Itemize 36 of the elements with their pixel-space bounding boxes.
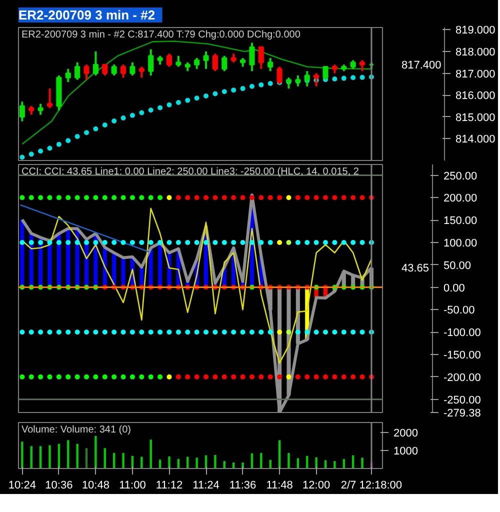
y-tick-label: -100.00 [444, 327, 481, 340]
x-tick-label: 10:36 [45, 480, 73, 492]
y-tick-label: 818.000 [456, 46, 496, 58]
y-tick-label: 200.00 [444, 192, 478, 205]
y-tick-label: 814.000 [456, 134, 496, 146]
y-tick-label: 250.00 [444, 170, 478, 182]
x-tick-label: 11:24 [192, 480, 220, 492]
x-tick-label: 11:48 [266, 480, 293, 492]
y-tick-label: -279.38 [444, 408, 481, 420]
x-tick-label: 11:36 [229, 480, 256, 492]
x-tick-label: 12:00 [302, 480, 330, 492]
y-tick-label: 1000 [394, 445, 418, 458]
x-tick-label: 11:00 [119, 480, 146, 492]
annotation: 43.65 [402, 262, 430, 275]
y-tick-label: 819.000 [456, 24, 496, 37]
chart-title: ER2-200709 3 min - #2 [18, 8, 156, 22]
annotation: Volume: Volume: 341 (0) [22, 424, 132, 436]
y-tick-label: -250.00 [444, 394, 481, 406]
annotation: 817.400 [402, 60, 442, 72]
x-tick-label: 11:12 [156, 480, 183, 492]
y-tick-label: -200.00 [444, 372, 481, 384]
y-tick-label: 100.00 [444, 237, 478, 250]
y-tick-label: 817.000 [456, 68, 496, 80]
annotation: CCI: CCI: 43.65 Line1: 0.00 Line2: 250.00 Line3: -250.00 (HLC, 14, 0.015, 2 [22, 166, 360, 178]
y-tick-label: 2000 [394, 427, 418, 440]
x-tick-label: 10:48 [82, 480, 110, 492]
x-tick-label: 10:24 [8, 480, 36, 492]
y-tick-label: 150.00 [444, 215, 478, 228]
y-tick-label: 0.00 [444, 282, 465, 294]
y-tick-label: -50.00 [444, 304, 475, 317]
y-tick-label: 816.000 [456, 90, 496, 102]
y-tick-label: 815.000 [456, 112, 496, 124]
x-tick-label: 2/7 12:18:00 [340, 480, 402, 492]
annotation: ER2-200709 3 min - #2 C:817.400 T:79 Chg:0.000 DChg:0.000 [22, 30, 301, 40]
y-tick-label: 50.00 [444, 260, 472, 272]
y-tick-label: -150.00 [444, 350, 481, 362]
